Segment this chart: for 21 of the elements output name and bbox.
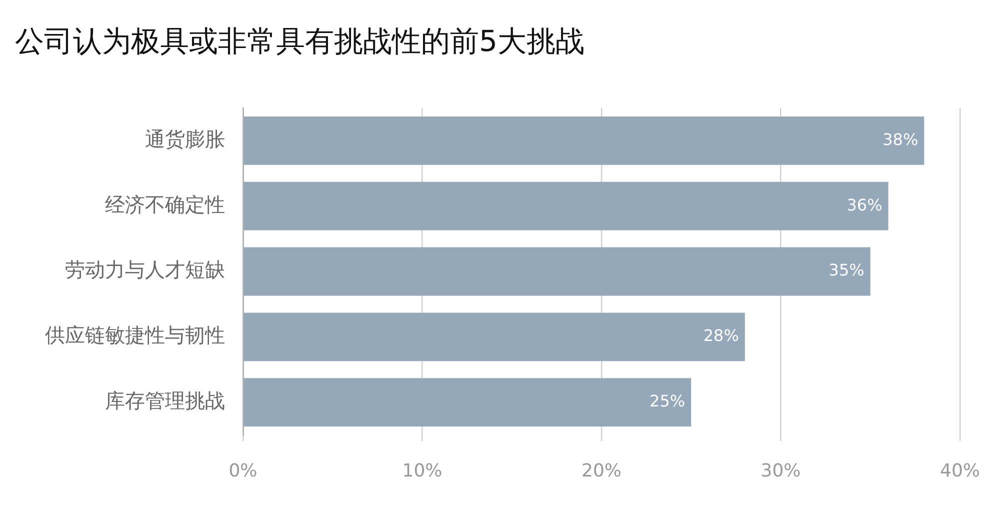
x-tick-label: 20%: [581, 460, 622, 482]
bar: [244, 116, 924, 165]
data-label: 35%: [828, 260, 864, 280]
x-tick-label: 10%: [402, 460, 442, 482]
x-tick-label: 30%: [760, 460, 801, 482]
y-tick-label: 经济不确定性: [105, 192, 225, 216]
chart-title: 公司认为极具或非常具有挑战性的前5大挑战: [15, 23, 584, 60]
y-tick-label: 库存管理挑战: [105, 388, 225, 413]
x-tick-label: 0%: [228, 460, 258, 482]
data-label: 28%: [703, 326, 739, 346]
y-tick-label: 供应链敏捷性与韧性: [45, 323, 225, 348]
bar: [244, 312, 745, 362]
data-label: 25%: [650, 391, 686, 410]
data-label: 36%: [846, 195, 882, 214]
bar: [244, 247, 870, 296]
bar: [244, 182, 888, 230]
data-label: 38%: [882, 130, 918, 149]
y-tick-label: 劳动力与人才短缺: [65, 258, 225, 282]
bar: [244, 378, 692, 426]
x-tick-label: 40%: [940, 460, 980, 482]
y-tick-label: 通货膨胀: [145, 126, 225, 151]
